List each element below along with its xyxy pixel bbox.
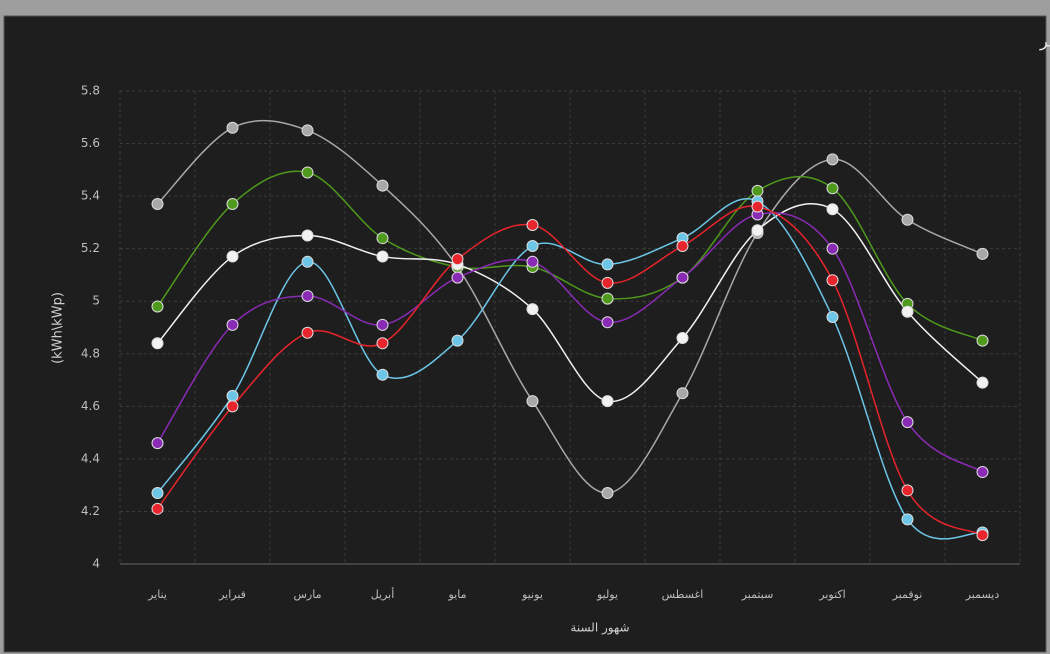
data-point bbox=[601, 487, 614, 500]
data-point bbox=[151, 437, 164, 450]
x-tick-label: يونيو bbox=[521, 588, 543, 601]
data-point bbox=[901, 484, 914, 497]
data-point bbox=[676, 332, 689, 345]
data-point bbox=[376, 232, 389, 245]
y-tick-label: 5 bbox=[92, 294, 100, 308]
data-point bbox=[901, 513, 914, 526]
data-point bbox=[751, 200, 764, 213]
y-tick-label: 5.6 bbox=[81, 136, 100, 150]
y-tick-label: 4 bbox=[92, 557, 100, 571]
data-point bbox=[751, 224, 764, 237]
x-tick-label: فبراير bbox=[218, 588, 246, 601]
x-tick-label: يوليو bbox=[596, 588, 618, 601]
data-point bbox=[826, 203, 839, 216]
data-point bbox=[526, 303, 539, 316]
data-point bbox=[601, 292, 614, 305]
data-point bbox=[151, 502, 164, 515]
data-point bbox=[151, 300, 164, 313]
series-line bbox=[156, 205, 983, 536]
data-point bbox=[901, 213, 914, 226]
data-point bbox=[226, 197, 239, 210]
series-line bbox=[156, 170, 983, 342]
y-tick-label: 5.8 bbox=[81, 84, 100, 98]
chart-background bbox=[3, 15, 1047, 653]
x-tick-label: ديسمبر bbox=[965, 588, 1000, 601]
data-point bbox=[601, 276, 614, 289]
data-point bbox=[751, 184, 764, 197]
data-point bbox=[826, 310, 839, 323]
data-point bbox=[451, 253, 464, 266]
data-point bbox=[226, 318, 239, 331]
data-point bbox=[301, 255, 314, 268]
x-tick-label: مايو bbox=[448, 588, 467, 601]
data-point bbox=[376, 337, 389, 350]
data-point bbox=[301, 166, 314, 179]
data-point bbox=[976, 334, 989, 347]
x-tick-label: اغسطس bbox=[662, 588, 704, 601]
y-tick-label: 4.6 bbox=[81, 399, 100, 413]
y-axis-label: (kWh\kWp) bbox=[51, 292, 66, 364]
data-point bbox=[976, 376, 989, 389]
data-point bbox=[601, 258, 614, 271]
data-point bbox=[826, 274, 839, 287]
data-point bbox=[376, 368, 389, 381]
y-tick-label: 4.2 bbox=[81, 504, 100, 518]
data-point bbox=[526, 240, 539, 253]
data-point bbox=[151, 337, 164, 350]
x-axis-label: شهور السنة bbox=[570, 621, 629, 636]
data-point bbox=[226, 121, 239, 134]
data-point bbox=[151, 197, 164, 210]
data-point bbox=[826, 153, 839, 166]
data-point bbox=[376, 318, 389, 331]
y-tick-label: 5.4 bbox=[81, 189, 100, 203]
data-point bbox=[526, 219, 539, 232]
x-tick-label: أبريل bbox=[371, 587, 395, 601]
data-point bbox=[601, 316, 614, 329]
y-tick-label: 4.8 bbox=[81, 346, 100, 360]
data-point bbox=[676, 387, 689, 400]
data-point bbox=[451, 334, 464, 347]
data-point bbox=[226, 400, 239, 413]
data-point bbox=[301, 124, 314, 137]
x-tick-label: مارس bbox=[294, 588, 322, 601]
data-point bbox=[301, 326, 314, 339]
data-point bbox=[151, 487, 164, 500]
x-tick-label: نوفمبر bbox=[892, 588, 923, 601]
data-point bbox=[976, 466, 989, 479]
data-point bbox=[676, 271, 689, 284]
data-point bbox=[526, 255, 539, 268]
chart-title: متوسط الإنتاج اليومي المتوقع للكهرباء ال… bbox=[1039, 32, 1050, 52]
data-point bbox=[976, 529, 989, 542]
data-point bbox=[226, 389, 239, 402]
data-point bbox=[601, 395, 614, 408]
y-tick-label: 4.4 bbox=[81, 451, 100, 465]
data-point bbox=[451, 271, 464, 284]
data-point bbox=[526, 395, 539, 408]
x-tick-label: سبتمبر bbox=[741, 588, 774, 601]
data-point bbox=[226, 250, 239, 263]
data-point bbox=[301, 229, 314, 242]
y-tick-label: 5.2 bbox=[81, 241, 100, 255]
data-point bbox=[826, 182, 839, 195]
series-line bbox=[156, 212, 983, 473]
x-tick-label: اكتوبر bbox=[818, 588, 845, 601]
x-tick-label: يناير bbox=[147, 588, 167, 601]
data-point bbox=[901, 416, 914, 429]
data-point bbox=[376, 250, 389, 263]
data-point bbox=[376, 179, 389, 192]
data-point bbox=[976, 247, 989, 260]
data-point bbox=[301, 289, 314, 302]
data-point bbox=[826, 242, 839, 255]
data-point bbox=[676, 240, 689, 253]
data-point bbox=[901, 305, 914, 318]
